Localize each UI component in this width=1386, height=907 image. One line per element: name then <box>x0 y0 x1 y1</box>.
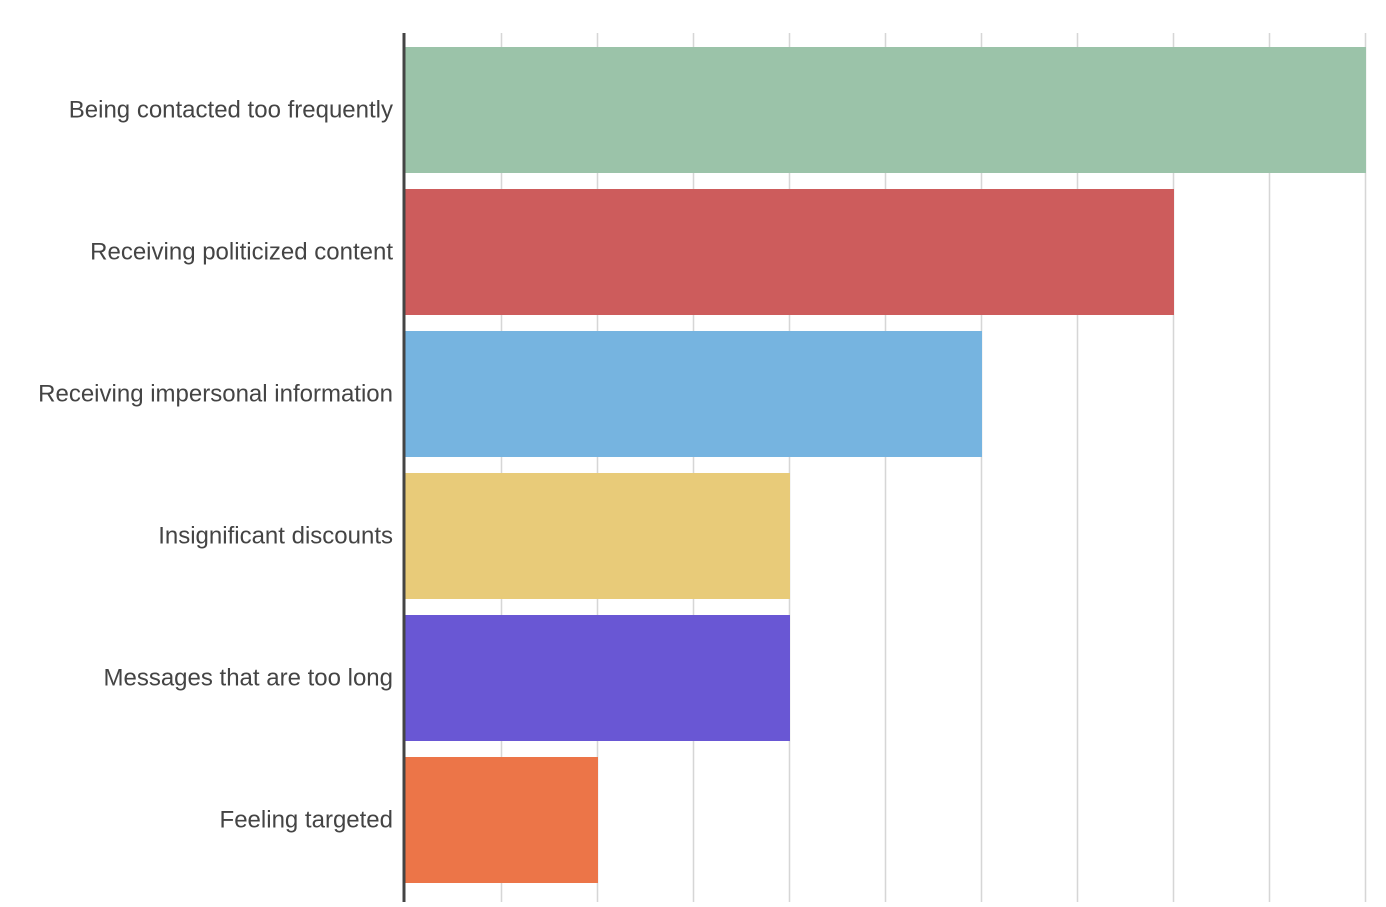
category-label: Messages that are too long <box>103 665 393 692</box>
category-label: Receiving politicized content <box>90 239 393 266</box>
bar <box>405 189 1174 315</box>
bar <box>405 757 598 883</box>
category-label: Feeling targeted <box>220 807 393 834</box>
bar <box>405 615 790 741</box>
category-label: Being contacted too frequently <box>69 97 393 124</box>
bar <box>405 473 790 599</box>
bar <box>405 331 982 457</box>
grid-lines <box>500 33 1367 902</box>
category-labels: Being contacted too frequently Receiving … <box>38 97 393 834</box>
bars <box>405 47 1366 883</box>
bar <box>405 47 1366 173</box>
category-label: Insignificant discounts <box>158 523 393 550</box>
category-label: Receiving impersonal information <box>38 381 393 408</box>
